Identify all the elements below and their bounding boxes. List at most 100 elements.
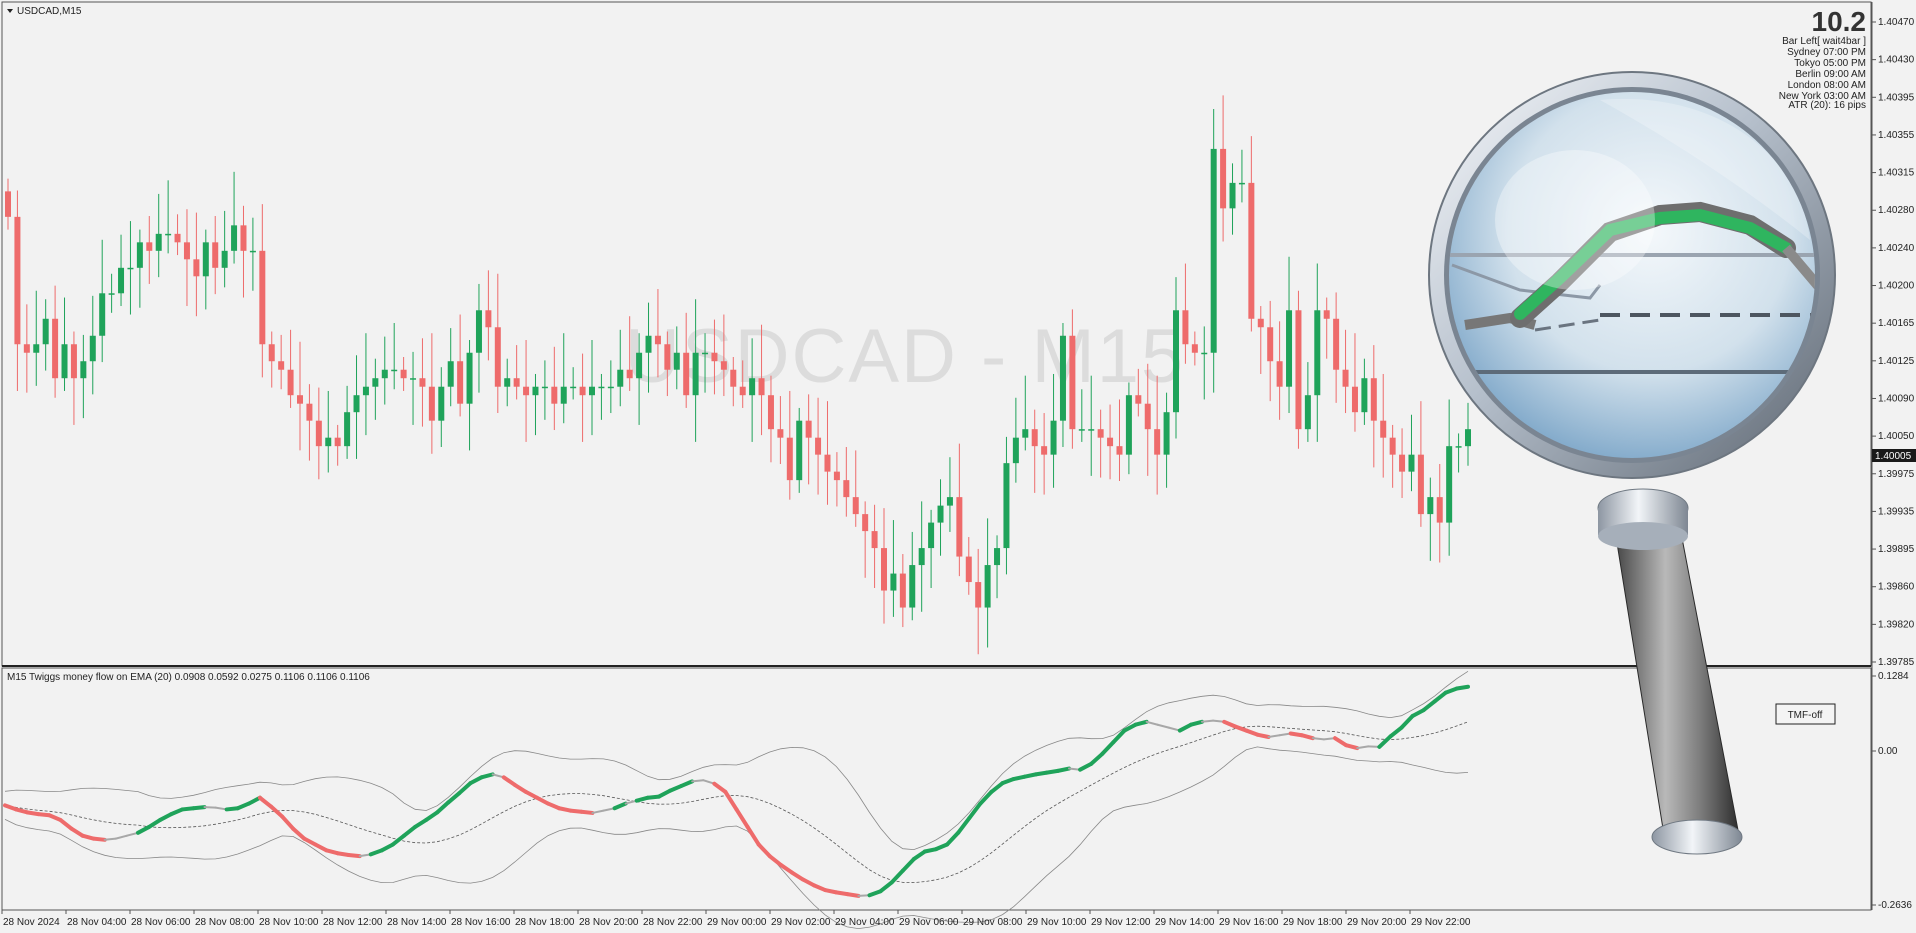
candle-body — [400, 369, 407, 379]
candle-body — [183, 242, 190, 260]
tmf-segment — [457, 781, 473, 796]
candle-body — [730, 369, 737, 387]
candle-body — [683, 352, 690, 396]
tmf-segment — [402, 824, 418, 838]
candle-body — [268, 344, 275, 362]
atr-label: ATR (20): 16 pips — [1788, 100, 1866, 111]
candle-body — [372, 378, 379, 387]
candle-body — [664, 344, 671, 370]
tmf-segment — [379, 842, 395, 853]
chart-menu-arrow-icon[interactable] — [7, 9, 13, 13]
candle-body — [523, 386, 530, 396]
current-price-label: 1.40005 — [1875, 451, 1912, 462]
tmf-segment — [967, 801, 983, 821]
time-tick-label: 28 Nov 2024 — [3, 917, 60, 928]
candle-body — [1408, 454, 1415, 472]
price-tick-label: 1.40315 — [1878, 168, 1915, 179]
tmf-segment — [69, 826, 85, 838]
candle-body — [278, 361, 285, 370]
tmf-segment — [889, 868, 905, 885]
candle-body — [1314, 310, 1321, 396]
candle-body — [1304, 395, 1311, 430]
candle-body — [127, 267, 134, 270]
candle-body — [1248, 182, 1255, 319]
candle-body — [1201, 352, 1208, 355]
tmf-segment — [302, 836, 318, 847]
tmf-segment — [291, 826, 307, 841]
candle-body — [1427, 497, 1434, 515]
candle-body — [871, 531, 878, 549]
candle-body — [551, 386, 558, 404]
tmf-segment — [390, 833, 406, 847]
tmf-segment — [512, 782, 528, 794]
candle-body — [881, 548, 887, 591]
candle-body — [1220, 148, 1227, 209]
tmf-segment — [1055, 766, 1071, 773]
tmf-segment — [1388, 725, 1404, 739]
candle-body — [89, 335, 96, 362]
tmf-segment — [424, 810, 440, 822]
symbol-label: USDCAD,M15 — [17, 6, 82, 17]
candle-body — [118, 267, 125, 294]
candle-body — [767, 395, 774, 430]
symbol-watermark: USDCAD - M15 — [625, 314, 1185, 399]
candle-body — [937, 505, 944, 523]
tmf-segment — [1344, 743, 1360, 751]
candle-body — [607, 386, 614, 389]
candle-body — [1238, 182, 1245, 185]
candle-body — [23, 344, 30, 353]
tmf-segment — [956, 816, 972, 835]
tmf-segment — [945, 830, 961, 847]
candle-body — [1342, 369, 1349, 387]
candle-body — [1333, 318, 1340, 370]
candle-body — [240, 225, 247, 251]
tmf-segment — [1133, 719, 1149, 727]
candle-body — [1069, 335, 1076, 430]
candle-body — [466, 352, 473, 404]
price-tick-label: 1.40430 — [1878, 55, 1915, 66]
candle-body — [306, 403, 313, 421]
candle-body — [899, 573, 906, 608]
candle-body — [1088, 429, 1095, 431]
time-tick-label: 29 Nov 14:00 — [1155, 917, 1215, 928]
candle-body — [485, 310, 492, 328]
time-tick-label: 28 Nov 14:00 — [387, 917, 447, 928]
candle-body — [1135, 395, 1142, 404]
indicator-tick-label: 0.00 — [1878, 746, 1898, 757]
price-tick-label: 1.40240 — [1878, 243, 1915, 254]
candle-body — [513, 378, 520, 387]
price-tick-label: 1.40125 — [1878, 356, 1915, 367]
time-tick-label: 29 Nov 16:00 — [1219, 917, 1279, 928]
candle-body — [231, 225, 238, 251]
candle-body — [1229, 182, 1236, 209]
candle-body — [636, 352, 643, 379]
time-tick-label: 29 Nov 06:00 — [899, 917, 959, 928]
time-axis[interactable]: 28 Nov 2024 28 Nov 04:00 28 Nov 06:00 28 No… — [1, 910, 1471, 928]
tmf-toggle-button[interactable]: TMF-off — [1775, 703, 1836, 725]
candle-body — [1436, 497, 1443, 523]
candle-body — [193, 259, 200, 277]
tmf-segment — [479, 772, 495, 780]
candle-body — [146, 242, 153, 251]
tmf-segment — [934, 842, 950, 852]
candle-body — [14, 216, 21, 345]
tmf-segment — [114, 834, 128, 840]
tmf-segment — [1222, 719, 1238, 729]
tmf-segment — [103, 837, 117, 841]
session-time-label: Berlin 09:00 AM — [1795, 69, 1866, 80]
indicator-axis: 0.1284 0.00 -0.2636 — [1872, 671, 1912, 911]
candle-body — [739, 386, 746, 396]
candle-body — [598, 386, 605, 389]
candle-body — [1107, 437, 1114, 447]
candle-body — [5, 191, 11, 217]
candle-body — [956, 497, 963, 557]
time-tick-label: 29 Nov 22:00 — [1411, 917, 1471, 928]
tmf-segment — [1432, 690, 1448, 704]
candle-body — [1191, 344, 1198, 353]
candle-body — [965, 556, 972, 583]
tmf-segment — [1145, 720, 1159, 726]
candle-body — [645, 335, 652, 353]
candle-body — [946, 497, 953, 506]
time-tick-label: 28 Nov 20:00 — [579, 917, 639, 928]
